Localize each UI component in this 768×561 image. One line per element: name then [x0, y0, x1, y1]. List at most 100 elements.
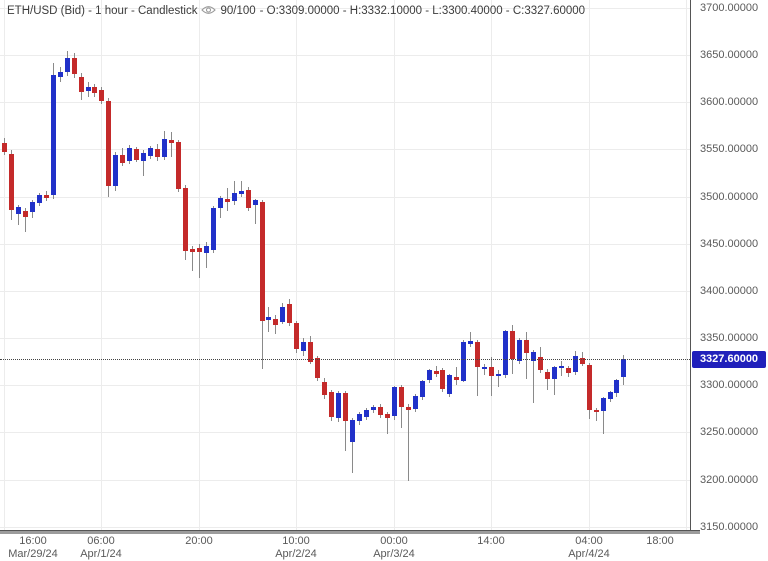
gridline-h: [0, 197, 690, 198]
x-axis-time: 20:00: [185, 535, 213, 547]
candle-bullish: [392, 387, 397, 416]
x-axis-date: Apr/1/24: [80, 548, 122, 560]
candle-bearish: [106, 101, 111, 186]
chart-title-ohlc: - O:3309.00000 - H:3332.10000 - L:3300.4…: [259, 4, 586, 17]
candle-bullish: [503, 331, 508, 375]
chart-plot-area[interactable]: [0, 0, 690, 530]
candle-bullish: [51, 75, 56, 195]
candle-bearish: [72, 58, 77, 74]
candle-bullish: [517, 340, 522, 361]
candle-bullish: [16, 207, 21, 214]
y-axis-label: 3700.00000: [700, 2, 759, 14]
x-axis-label: 04:00 Apr/4/24: [568, 535, 610, 561]
x-axis-label: 00:00 Apr/3/24: [373, 535, 415, 561]
candle-bearish: [169, 140, 174, 143]
candle-wick: [18, 205, 19, 225]
candle-bearish: [329, 392, 334, 417]
x-axis-line: [0, 530, 700, 531]
candle-bearish: [510, 331, 515, 359]
candle-bullish: [141, 153, 146, 161]
candle-wick: [408, 404, 409, 481]
candle-bearish: [99, 90, 104, 101]
candle-bullish: [559, 366, 564, 368]
chart-title: ETH/USD (Bid) - 1 hour - Candlestick 90/…: [7, 4, 585, 17]
gridline-h: [0, 149, 690, 150]
candle-bearish: [225, 199, 230, 202]
x-axis-date: Mar/29/24: [8, 548, 58, 560]
candle-bullish: [461, 342, 466, 381]
candle-bearish: [246, 190, 251, 208]
gridline-v: [4, 0, 5, 530]
x-axis-date: Apr/4/24: [568, 548, 610, 560]
chart-title-bars-count: 90/100: [220, 4, 256, 17]
y-axis-label: 3250.00000: [700, 426, 759, 438]
candle-bullish: [427, 370, 432, 380]
candle-wick: [387, 412, 388, 434]
candle-bearish: [524, 340, 529, 353]
candle-wick: [255, 199, 256, 224]
candle-bullish: [420, 381, 425, 397]
candle-wick: [596, 408, 597, 421]
candle-wick: [533, 350, 534, 403]
candle-bearish: [197, 248, 202, 252]
candle-bullish: [573, 356, 578, 372]
candle-bullish: [301, 342, 306, 351]
candle-bearish: [9, 154, 14, 210]
candle-wick: [192, 246, 193, 271]
gridline-h: [0, 385, 690, 386]
y-axis-label: 3650.00000: [700, 49, 759, 61]
candle-bullish: [482, 367, 487, 369]
y-axis-label: 3300.00000: [700, 379, 759, 391]
x-axis-label: 16:00 Mar/29/24: [8, 535, 58, 561]
x-axis-time: 04:00: [575, 535, 603, 547]
candle-wick: [491, 357, 492, 396]
candle-bearish: [587, 365, 592, 410]
candle-bullish: [336, 393, 341, 418]
candle-bullish: [357, 414, 362, 421]
gridline-h: [0, 480, 690, 481]
candle-bullish: [621, 359, 626, 377]
candle-wick: [241, 181, 242, 197]
candle-bullish: [127, 148, 132, 161]
x-axis-time: 14:00: [477, 535, 505, 547]
candle-bearish: [23, 211, 28, 217]
chart-title-instrument: ETH/USD (Bid) - 1 hour - Candlestick: [7, 4, 198, 17]
candle-bullish: [239, 191, 244, 194]
candle-bullish: [447, 375, 452, 394]
candle-wick: [206, 242, 207, 268]
candle-bearish: [2, 143, 7, 152]
candle-wick: [470, 332, 471, 347]
candle-bullish: [58, 72, 63, 77]
candle-bullish: [65, 58, 70, 72]
candle-bearish: [44, 195, 49, 198]
candle-bearish: [190, 249, 195, 252]
candle-bearish: [322, 382, 327, 395]
candle-bearish: [594, 410, 599, 412]
gridline-h: [0, 338, 690, 339]
candle-bullish: [162, 139, 167, 157]
gridline-h: [0, 244, 690, 245]
candle-bullish: [413, 396, 418, 409]
x-axis-time: 18:00: [646, 535, 674, 547]
y-axis-label: 3550.00000: [700, 143, 759, 155]
candle-wick: [352, 418, 353, 473]
candle-bullish: [614, 380, 619, 393]
gridline-h: [0, 8, 690, 9]
candle-bearish: [545, 372, 550, 379]
candle-bullish: [280, 307, 285, 322]
candle-bearish: [120, 155, 125, 163]
gridline-h: [0, 527, 690, 528]
candle-wick: [484, 364, 485, 375]
candle-bearish: [92, 87, 97, 93]
candle-bullish: [86, 87, 91, 91]
candle-wick: [498, 370, 499, 387]
x-axis-date: Apr/3/24: [373, 548, 415, 560]
x-axis-label: 20:00: [185, 535, 213, 548]
candle-wick: [199, 244, 200, 278]
candle-bearish: [385, 414, 390, 418]
candle-bullish: [266, 317, 271, 320]
candle-bullish: [204, 246, 209, 253]
candle-bearish: [378, 407, 383, 415]
candle-bullish: [531, 352, 536, 361]
candle-bullish: [30, 202, 35, 212]
